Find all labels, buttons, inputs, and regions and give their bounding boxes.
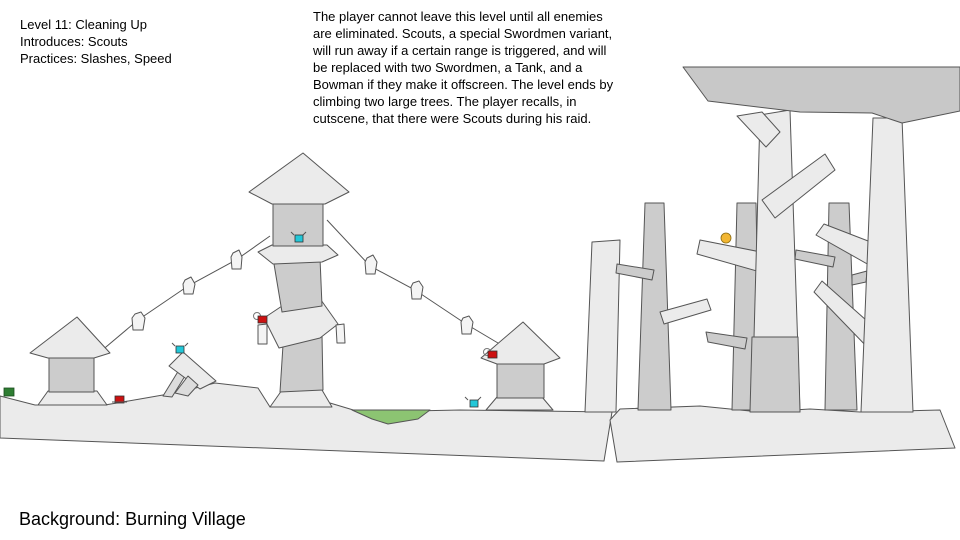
large-tree-b <box>860 117 914 413</box>
green-player-icon <box>3 387 15 397</box>
lantern <box>230 249 243 270</box>
ground-right <box>609 405 956 463</box>
red-enemy-icon <box>483 348 498 359</box>
lantern <box>182 276 196 295</box>
right-hut <box>480 321 561 411</box>
branch <box>761 153 836 219</box>
tree-canopy <box>682 66 960 124</box>
tree-trunk-1 <box>637 202 672 411</box>
level-info: Level 11: Cleaning Up Introduces: Scouts… <box>20 16 172 67</box>
background-note: Background: Burning Village <box>19 509 246 529</box>
pond <box>351 409 431 425</box>
lantern <box>460 315 474 335</box>
lantern <box>364 254 378 275</box>
branch <box>794 249 836 268</box>
level-title: Level 11: Cleaning Up <box>20 17 147 32</box>
level-introduces: Introduces: Scouts <box>20 34 128 49</box>
level-practices: Practices: Slashes, Speed <box>20 51 172 66</box>
scout-enemy-icon <box>464 396 482 408</box>
gold-orb-icon <box>720 232 732 244</box>
central-tower <box>248 152 350 408</box>
broken-shack <box>162 351 217 398</box>
level-description: The player cannot leave this level until… <box>313 9 614 126</box>
lantern <box>131 311 146 331</box>
bridge-lanterns <box>131 249 474 335</box>
large-tree-a-base <box>749 336 801 413</box>
branch <box>659 298 712 325</box>
red-enemy-icon <box>112 395 127 404</box>
lantern <box>410 280 424 300</box>
scout-enemy-icon <box>290 231 307 243</box>
branch <box>615 263 655 281</box>
branch <box>705 331 748 350</box>
left-hut <box>29 316 111 406</box>
branch <box>851 270 868 286</box>
scout-enemy-icon <box>171 342 189 354</box>
leaning-trunk <box>584 239 621 413</box>
red-enemy-icon <box>253 312 268 324</box>
branch <box>736 111 781 148</box>
